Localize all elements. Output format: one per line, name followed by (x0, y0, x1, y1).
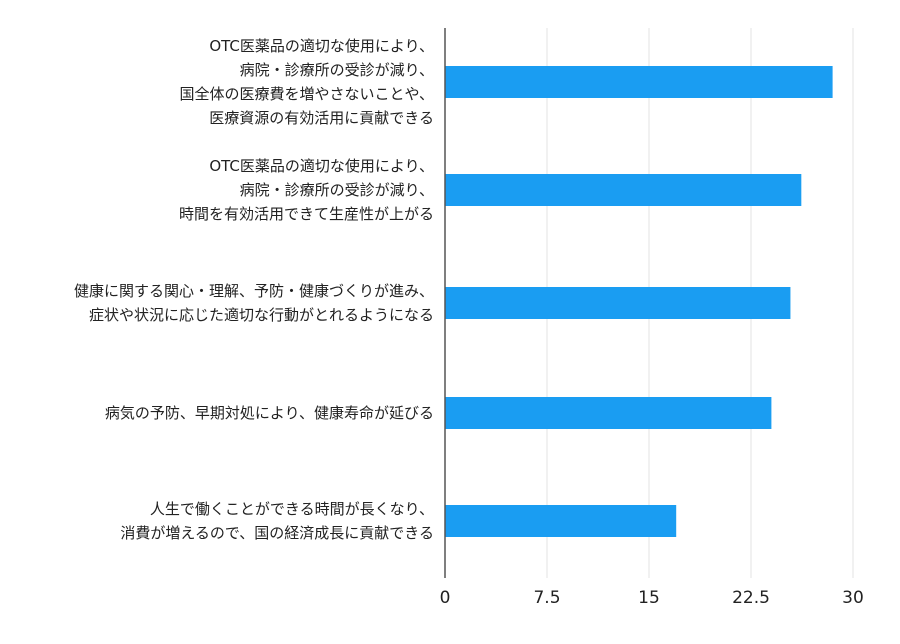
x-tick-label: 7.5 (533, 588, 561, 608)
category-label-line: 病院・診療所の受診が減り、 (239, 181, 434, 199)
category-label-line: 時間を有効活用できて生産性が上がる (178, 205, 434, 223)
category-label-line: 人生で働くことができる時間が長くなり、 (149, 500, 434, 518)
bar (445, 397, 772, 429)
category-label: 病気の予防、早期対処により、健康寿命が延びる (105, 401, 434, 425)
x-tick-label: 30 (842, 588, 864, 608)
bar (445, 174, 802, 206)
bar (445, 287, 791, 319)
category-label: 人生で働くことができる時間が長くなり、消費が増えるので、国の経済成長に貢献できる (120, 497, 434, 545)
bar (445, 505, 677, 537)
category-label-line: 医療資源の有効活用に貢献できる (209, 109, 434, 127)
category-label-line: 消費が増えるので、国の経済成長に貢献できる (120, 524, 434, 542)
category-label-line: 病院・診療所の受診が減り、 (239, 61, 434, 79)
category-label-line: 病気の予防、早期対処により、健康寿命が延びる (104, 404, 434, 422)
category-label-line: 症状や状況に応じた適切な行動がとれるようになる (88, 306, 434, 324)
category-label-line: OTC医薬品の適切な使用により、 (209, 157, 434, 175)
category-label-line: 健康に関する関心・理解、予防・健康づくりが進み、 (73, 282, 434, 300)
x-tick-label: 22.5 (732, 588, 770, 608)
category-label: OTC医薬品の適切な使用により、病院・診療所の受診が減り、時間を有効活用できて生… (179, 154, 434, 226)
category-label: 健康に関する関心・理解、予防・健康づくりが進み、症状や状況に応じた適切な行動がと… (74, 279, 434, 327)
x-tick-label: 15 (638, 588, 660, 608)
category-label-line: 国全体の医療費を増やさないことや、 (179, 85, 434, 103)
x-tick-label: 0 (439, 588, 451, 608)
bar (445, 66, 833, 98)
category-label-line: OTC医薬品の適切な使用により、 (209, 37, 434, 55)
category-label: OTC医薬品の適切な使用により、病院・診療所の受診が減り、国全体の医療費を増やさ… (179, 34, 434, 130)
